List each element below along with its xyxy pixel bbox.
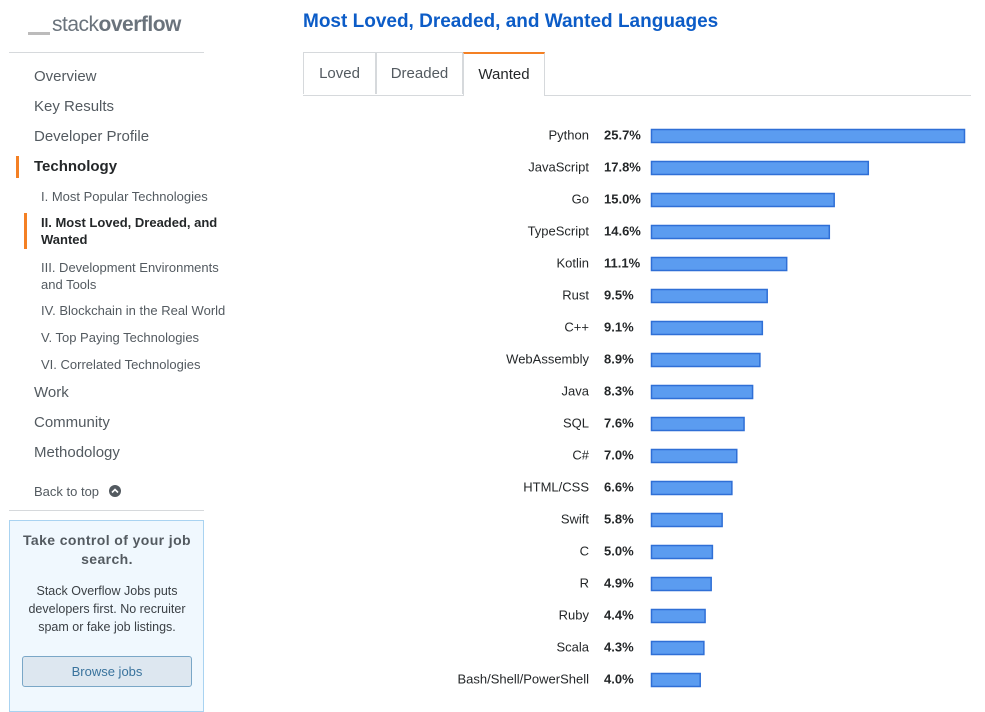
value-label: 7.6% [604,415,634,430]
bar [650,512,723,528]
bar [650,320,764,336]
active-marker [24,213,27,249]
divider [9,52,204,53]
bar [650,160,870,176]
value-label: 15.0% [604,191,641,206]
category-label: R [580,575,589,590]
value-label: 14.6% [604,223,641,238]
bar [650,608,706,624]
bar [650,416,745,432]
subnav-item[interactable]: III. Development Environments and Tools [41,260,219,292]
promo-body: Stack Overflow Jobs puts developers firs… [28,584,186,634]
category-label: SQL [563,415,589,430]
nav-item[interactable]: Key Results [34,98,115,115]
nav-item[interactable]: Overview [34,68,97,85]
nav-item[interactable]: Community [34,414,110,431]
nav-item[interactable]: Developer Profile [34,128,150,145]
logo-icon [28,8,50,35]
category-label: Rust [562,287,589,302]
nav-item[interactable]: Technology [34,158,118,175]
value-label: 4.9% [604,575,634,590]
subnav-item[interactable]: IV. Blockchain in the Real World [41,303,226,318]
subnav-item[interactable]: V. Top Paying Technologies [41,330,200,345]
subnav-item[interactable]: II. Most Loved, Dreaded, and Wanted [41,215,218,247]
value-label: 17.8% [604,159,641,174]
bar [650,128,966,144]
subnav-item[interactable]: I. Most Popular Technologies [41,189,208,204]
value-label: 4.4% [604,607,634,622]
category-label: Java [562,383,590,398]
category-label: Swift [561,511,590,526]
value-label: 9.1% [604,319,634,334]
value-label: 4.3% [604,639,634,654]
value-label: 6.6% [604,479,634,494]
value-label: 25.7% [604,127,641,142]
promo-box: Take control of your job search. Stack O… [9,520,204,712]
bar [650,192,835,208]
bar [650,224,831,240]
category-label: Bash/Shell/PowerShell [457,671,589,686]
logo[interactable]: stackoverflow [28,8,181,37]
category-label: C [580,543,589,558]
value-label: 5.0% [604,543,634,558]
active-marker [16,156,19,178]
bar [650,288,768,304]
category-label: Python [549,127,589,142]
logo-text: stack [52,13,99,36]
value-label: 5.8% [604,511,634,526]
up-icon [108,485,121,497]
category-label: C# [572,447,589,462]
tab[interactable]: Wanted [463,52,545,96]
category-label: HTML/CSS [523,479,589,494]
subnav-item[interactable]: VI. Correlated Technologies [41,357,201,372]
category-label: C++ [564,319,589,334]
value-label: 9.5% [604,287,634,302]
logo-text: overflow [98,13,182,36]
category-label: JavaScript [528,159,589,174]
chart-title: Most Loved, Dreaded, and Wanted Language… [303,11,719,32]
value-label: 4.0% [604,671,634,686]
bar [650,448,738,464]
nav-item[interactable]: Methodology [34,444,120,461]
back-to-top[interactable]: Back to top [34,484,121,499]
bar [650,384,754,400]
bar [650,544,714,560]
bar [650,480,733,496]
category-label: TypeScript [528,223,590,238]
browse-jobs-button[interactable]: Browse jobs [22,656,192,687]
category-label: Go [572,191,589,206]
tab[interactable]: Loved [303,52,376,94]
category-label: Kotlin [556,255,589,270]
value-label: 11.1% [604,255,641,270]
nav-item[interactable]: Work [34,384,69,401]
bar [650,640,705,656]
bar [650,352,761,368]
tab[interactable]: Dreaded [376,52,463,94]
promo-title: Take control of your job search. [22,532,192,567]
back-to-top-text: Back to top [34,484,100,499]
value-label: 7.0% [604,447,634,462]
bar [650,576,712,592]
tab-bar: Loved Dreaded Wanted [303,52,971,96]
category-label: Scala [556,639,589,654]
value-label: 8.3% [604,383,634,398]
chart: Python 25.7% JavaScript 17.8% Go 15.0% TypeScr… [457,127,966,688]
value-label: 8.9% [604,351,634,366]
category-label: WebAssembly [506,351,589,366]
category-label: Ruby [559,607,590,622]
divider [9,510,204,511]
bar [650,672,701,688]
bar [650,256,788,272]
